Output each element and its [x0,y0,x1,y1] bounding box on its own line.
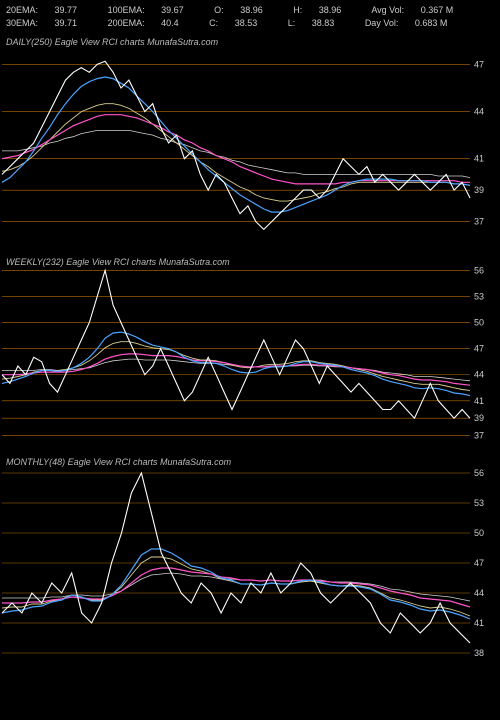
y-axis-label: 47 [474,60,484,70]
price-line [2,473,470,643]
y-axis-label: 41 [474,396,484,406]
chart-svg: 37 39 41 44 47 50 53 56 [0,253,500,453]
ema20-stat: 20EMA: 39.77 [6,5,91,15]
ema100-stat: 100EMA: 39.67 [108,5,198,15]
ema30-line [2,115,470,184]
weekly-chart: WEEKLY(232) Eagle View RCI charts Munafa… [0,253,500,453]
ema30-stat: 30EMA: 39.71 [6,18,91,28]
y-axis-label: 41 [474,618,484,628]
ema200-stat: 200EMA: 40.4 [108,18,193,28]
y-axis-label: 56 [474,266,484,276]
avgvol-stat: Avg Vol: 0.367 M [371,5,467,15]
ema200-line [2,131,470,178]
y-axis-label: 56 [474,468,484,478]
price-line [2,271,470,419]
stats-row-1: 20EMA: 39.77 100EMA: 39.67 O: 38.96 H: 3… [6,4,494,17]
monthly-chart: MONTHLY(48) Eagle View RCI charts Munafa… [0,453,500,683]
ema20-line [2,332,470,396]
y-axis-label: 50 [474,318,484,328]
y-axis-label: 41 [474,154,484,164]
y-axis-label: 44 [474,588,484,598]
chart-title: DAILY(250) Eagle View RCI charts MunafaS… [6,37,218,47]
y-axis-label: 47 [474,558,484,568]
chart-svg: 38 41 44 47 50 53 56 [0,453,500,683]
y-axis-label: 53 [474,498,484,508]
y-axis-label: 53 [474,292,484,302]
y-axis-label: 39 [474,185,484,195]
open-stat: O: 38.96 [214,5,277,15]
dayvol-stat: Day Vol: 0.683 M [365,18,462,28]
daily-chart: DAILY(250) Eagle View RCI charts MunafaS… [0,33,500,253]
ema20-line [2,549,470,619]
y-axis-label: 44 [474,107,484,117]
y-axis-label: 50 [474,528,484,538]
y-axis-label: 37 [474,431,484,441]
close-stat: C: 38.53 [209,18,271,28]
y-axis-label: 47 [474,344,484,354]
ema100-line [2,104,470,201]
y-axis-label: 39 [474,413,484,423]
ema100-line [2,557,470,616]
high-stat: H: 38.96 [293,5,355,15]
stats-row-2: 30EMA: 39.71 200EMA: 40.4 C: 38.53 L: 38… [6,17,494,30]
y-axis-label: 37 [474,217,484,227]
low-stat: L: 38.83 [288,18,349,28]
chart-title: MONTHLY(48) Eagle View RCI charts Munafa… [6,457,231,467]
y-axis-label: 44 [474,370,484,380]
y-axis-label: 38 [474,648,484,658]
ema200-line [2,359,470,381]
chart-svg: 37 39 41 44 47 [0,33,500,253]
price-line [2,61,470,229]
ema20-line [2,77,470,212]
charts-container: DAILY(250) Eagle View RCI charts MunafaS… [0,33,500,683]
chart-title: WEEKLY(232) Eagle View RCI charts Munafa… [6,257,230,267]
stats-header: 20EMA: 39.77 100EMA: 39.67 O: 38.96 H: 3… [0,0,500,33]
